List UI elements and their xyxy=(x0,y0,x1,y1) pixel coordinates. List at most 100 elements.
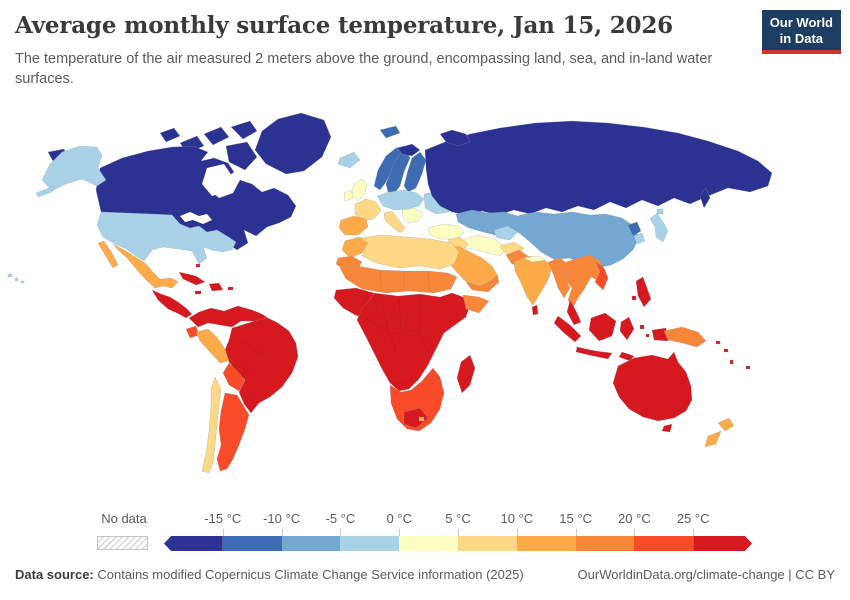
legend-tick-label: 20 °C xyxy=(618,511,651,526)
region-hawaii[interactable] xyxy=(7,273,25,284)
legend-segment-7[interactable] xyxy=(575,536,635,551)
legend-segment-5[interactable] xyxy=(457,536,517,551)
legend-tick xyxy=(575,529,577,536)
region-puerto-rico[interactable] xyxy=(227,286,234,291)
legend-tick-label: -10 °C xyxy=(263,511,301,526)
legend-tick xyxy=(516,529,518,536)
region-svalbard[interactable] xyxy=(379,125,401,139)
region-turkmenistan[interactable] xyxy=(493,225,519,241)
region-borneo[interactable] xyxy=(588,312,617,342)
region-russia[interactable] xyxy=(424,120,773,216)
region-sakhalin[interactable] xyxy=(699,187,711,209)
legend-tick xyxy=(222,529,224,536)
region-southern-africa[interactable] xyxy=(389,367,445,432)
region-indochina[interactable] xyxy=(563,254,606,309)
region-vietnam[interactable] xyxy=(594,261,609,291)
region-solomon-islands[interactable] xyxy=(715,340,729,353)
region-italy[interactable] xyxy=(383,210,406,234)
region-morocco[interactable] xyxy=(341,236,369,259)
region-philippines[interactable] xyxy=(631,276,652,308)
region-hispaniola[interactable] xyxy=(208,282,224,292)
region-usa[interactable] xyxy=(96,211,237,265)
region-peru[interactable] xyxy=(195,328,230,364)
legend-tick-label: 10 °C xyxy=(500,511,534,526)
region-argentina[interactable] xyxy=(216,392,250,472)
region-iran[interactable] xyxy=(461,234,507,257)
legend-segment-1[interactable] xyxy=(222,536,282,551)
region-tasmania[interactable] xyxy=(661,423,673,433)
region-sulawesi[interactable] xyxy=(619,316,635,341)
region-bolivia[interactable] xyxy=(222,362,246,392)
data-source-note: Data source: Contains modified Copernicu… xyxy=(15,567,524,582)
region-nepal[interactable] xyxy=(523,255,547,263)
region-sumatra[interactable] xyxy=(553,315,582,343)
owid-logo-line1: Our World xyxy=(769,15,833,30)
region-papua-new-guinea[interactable] xyxy=(663,326,707,348)
region-japan[interactable] xyxy=(649,208,669,243)
legend-segment-9[interactable] xyxy=(693,536,752,551)
legend-segment-0[interactable] xyxy=(164,536,223,551)
region-iceland[interactable] xyxy=(337,151,361,169)
region-alaska[interactable] xyxy=(35,145,107,198)
region-bangladesh-myanmar[interactable] xyxy=(547,257,571,299)
region-central-america[interactable] xyxy=(151,289,193,319)
region-central-east-africa[interactable] xyxy=(356,292,471,392)
legend-segment-3[interactable] xyxy=(340,536,400,551)
legend-segment-6[interactable] xyxy=(516,536,576,551)
region-lesotho[interactable] xyxy=(418,416,425,422)
region-cuba[interactable] xyxy=(178,271,206,286)
data-source-label: Data source: xyxy=(15,567,94,582)
legend-tick-label: 15 °C xyxy=(559,511,592,526)
region-yemen-oman[interactable] xyxy=(465,274,500,293)
region-sahel[interactable] xyxy=(339,265,458,294)
region-scandinavia-north[interactable] xyxy=(397,143,421,157)
region-france[interactable] xyxy=(354,198,382,222)
region-java[interactable] xyxy=(575,346,613,360)
legend-segment-8[interactable] xyxy=(634,536,694,551)
chart-footer: Data source: Contains modified Copernicu… xyxy=(15,567,835,582)
owid-logo[interactable]: Our World in Data xyxy=(761,10,841,55)
region-australia[interactable] xyxy=(612,351,693,422)
region-novaya-zemlya[interactable] xyxy=(439,129,471,147)
region-chile[interactable] xyxy=(201,376,222,474)
region-fiji[interactable] xyxy=(745,365,751,370)
region-ireland[interactable] xyxy=(343,189,354,202)
legend-tick xyxy=(340,529,342,536)
region-horn-of-africa[interactable] xyxy=(462,294,490,314)
region-arctic-islands[interactable] xyxy=(159,120,258,171)
region-uk[interactable] xyxy=(351,178,368,202)
hudson-bay-water xyxy=(202,164,232,196)
region-new-zealand[interactable] xyxy=(704,417,735,448)
region-vanuatu[interactable] xyxy=(729,359,734,365)
legend-tick xyxy=(634,529,636,536)
region-bahamas[interactable] xyxy=(195,263,201,268)
region-south-africa-patch[interactable] xyxy=(403,407,429,429)
legend-segment-2[interactable] xyxy=(281,536,341,551)
legend-tick-label: -5 °C xyxy=(325,511,356,526)
region-jamaica[interactable] xyxy=(194,290,202,295)
owid-logo-line2: in Data xyxy=(779,30,824,46)
legend-segment-4[interactable] xyxy=(399,536,458,551)
region-madagascar[interactable] xyxy=(456,354,476,394)
region-china[interactable] xyxy=(505,211,640,269)
region-balkans[interactable] xyxy=(401,207,424,224)
region-iberia[interactable] xyxy=(338,215,369,236)
region-north-korea[interactable] xyxy=(627,221,642,237)
region-mexico[interactable] xyxy=(97,240,179,289)
region-sri-lanka[interactable] xyxy=(531,304,539,316)
owid-link[interactable]: OurWorldinData.org/climate-change | CC B… xyxy=(577,567,835,582)
legend-tick-label: -15 °C xyxy=(204,511,242,526)
region-north-africa[interactable] xyxy=(357,234,460,270)
region-central-europe[interactable] xyxy=(376,189,425,211)
region-south-korea[interactable] xyxy=(633,232,646,245)
region-turkey[interactable] xyxy=(427,223,465,240)
legend-tick-label: 5 °C xyxy=(445,511,471,526)
legend-no-data-swatch[interactable] xyxy=(97,536,148,550)
region-moluccas[interactable] xyxy=(639,324,650,338)
region-malay-peninsula[interactable] xyxy=(566,299,582,326)
page-title: Average monthly surface temperature, Jan… xyxy=(15,12,673,39)
region-india[interactable] xyxy=(513,255,553,306)
region-greenland[interactable] xyxy=(254,112,332,175)
